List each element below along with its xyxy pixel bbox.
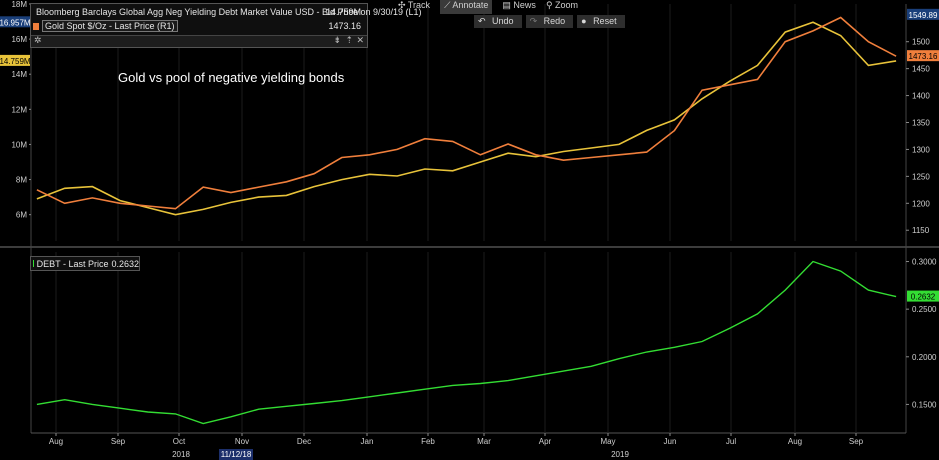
news-button[interactable]: ▤ News: [502, 0, 536, 10]
x-tick-label: Aug: [788, 437, 802, 446]
left-high-badge: 16.957M: [0, 18, 31, 27]
right-high-badge: 1549.89: [909, 11, 938, 20]
right-last-badge: 1473.16: [909, 52, 938, 61]
pin-icon[interactable]: ⇟: [333, 35, 341, 45]
gold-swatch: [33, 22, 39, 30]
debt-label: DEBT - Last Price: [36, 258, 109, 269]
x-tick-label: Apr: [539, 437, 552, 446]
x-tick-label: Mar: [477, 437, 491, 446]
debt-mv-label: Bloomberg Barclays Global Agg Neg Yieldi…: [36, 7, 422, 17]
x-tick-label: Feb: [421, 437, 435, 446]
right-tick-label: 1450: [912, 65, 930, 74]
track-button[interactable]: ✣ Track: [398, 0, 431, 10]
x-tick-label: Jul: [726, 437, 736, 446]
settings-icon[interactable]: ✲: [34, 35, 42, 45]
debt-last-badge: 0.2632: [911, 293, 936, 302]
x-tick-label: Jan: [361, 437, 374, 446]
annotate-button[interactable]: ⟋ Annotate: [440, 0, 493, 14]
lower-panel-gridlines: [55, 252, 857, 433]
debt-value: 0.2632: [111, 258, 139, 269]
left-tick-label: 10M: [11, 140, 27, 149]
series-layer: [36, 16, 897, 425]
zoom-button[interactable]: ⚲ Zoom: [545, 0, 579, 10]
x-cursor-label: 11/12/18: [221, 450, 252, 459]
chart-annotation: Gold vs pool of negative yielding bonds: [118, 70, 345, 85]
lower-right-tick-label: 0.1500: [912, 400, 937, 409]
left-tick-label: 14M: [11, 70, 27, 79]
year-label-2018: 2018: [172, 450, 190, 459]
lower-right-tick-label: 0.3000: [912, 258, 937, 267]
redo-button[interactable]: ↷ Redo: [525, 15, 574, 28]
right-tick-label: 1350: [912, 119, 930, 128]
x-tick-label: Oct: [173, 437, 186, 446]
x-tick-label: May: [600, 437, 615, 446]
edit-toolbar: ↶ Undo ↷ Redo ● Reset: [474, 15, 625, 28]
x-tick-label: Aug: [49, 437, 63, 446]
left-tick-label: 8M: [16, 176, 27, 185]
left-last-badge-bg: [0, 54, 30, 66]
right-tick-label: 1150: [912, 226, 930, 235]
gold-line: [36, 16, 897, 210]
debt-mv-value: 14.759M: [325, 7, 361, 17]
reset-button[interactable]: ● Reset: [577, 15, 625, 28]
right-tick-label: 1500: [912, 38, 930, 47]
debt-swatch: [33, 260, 34, 267]
debt-last-badge-bg: [907, 290, 939, 302]
chart-frame: [0, 4, 939, 434]
legend-row-debt-mv[interactable]: Bloomberg Barclays Global Agg Neg Yieldi…: [33, 7, 422, 17]
close-icon[interactable]: ✕: [356, 35, 364, 45]
collapse-icon[interactable]: ⇡: [345, 35, 353, 45]
left-tick-label: 12M: [11, 105, 27, 114]
x-tick-label: Jun: [664, 437, 677, 446]
debt-line: [36, 260, 897, 425]
year-label-2019: 2019: [611, 450, 629, 459]
legend-toolbar: ✲ ⇟ ⇡ ✕: [31, 35, 367, 47]
x-tick-label: Sep: [849, 437, 864, 446]
x-tick-label: Dec: [297, 437, 311, 446]
lower-right-tick-label: 0.2000: [912, 353, 937, 362]
toolbar: ✣ Track ⟋ Annotate ▤ News ⚲ Zoom: [398, 0, 578, 14]
right-tick-label: 1200: [912, 199, 930, 208]
lower-legend[interactable]: DEBT - Last Price 0.2632: [30, 256, 140, 271]
right-last-badge-bg: [907, 50, 939, 62]
x-tick-label: Sep: [111, 437, 126, 446]
x-cursor-badge: [219, 449, 253, 460]
right-tick-label: 1300: [912, 145, 930, 154]
left-last-badge: 14.759M: [0, 57, 31, 66]
legend-row-gold[interactable]: Gold Spot $/Oz - Last Price (R1) 1473.16: [33, 20, 365, 32]
right-tick-label: 1250: [912, 172, 930, 181]
undo-button[interactable]: ↶ Undo: [474, 15, 522, 28]
x-tick-label: Nov: [235, 437, 249, 446]
debt-mv-line: [36, 21, 897, 216]
lower-right-tick-label: 0.2500: [912, 305, 937, 314]
upper-legend: Bloomberg Barclays Global Agg Neg Yieldi…: [30, 3, 422, 48]
right-tick-label: 1400: [912, 92, 930, 101]
left-tick-label: 18M: [11, 0, 27, 9]
right-high-badge-bg: [907, 8, 939, 20]
left-high-badge-bg: [0, 16, 30, 28]
left-tick-label: 6M: [16, 211, 27, 220]
left-tick-label: 16M: [11, 35, 27, 44]
gold-label: Gold Spot $/Oz - Last Price (R1): [42, 20, 178, 32]
gold-value: 1473.16: [328, 21, 361, 31]
